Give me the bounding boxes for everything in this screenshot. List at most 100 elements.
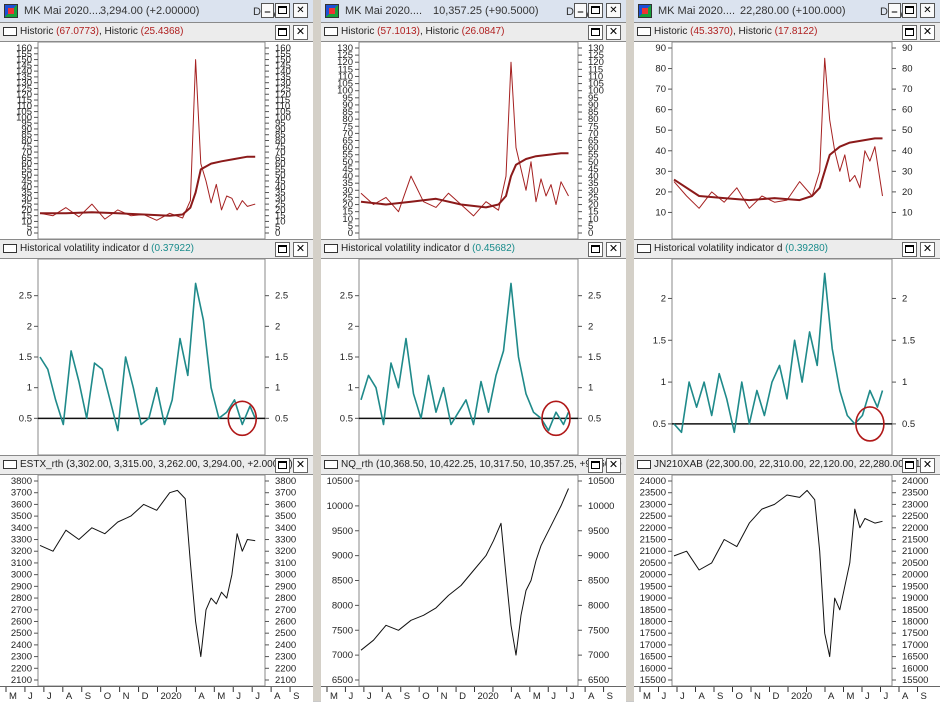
y-tick-label: 2300 <box>11 652 32 663</box>
chart-window-3[interactable]: MK Mai 2020....22,280.00 (+100.000)Daily… <box>634 0 940 702</box>
highlight-circle <box>227 400 258 437</box>
symbol-ohlc-label: ESTX_rth (3,302.00, 3,315.00, 3,262.00, … <box>20 459 293 470</box>
panel-header-hvi[interactable]: Historical volatility indicator d (0.379… <box>0 239 313 259</box>
maximize-icon[interactable] <box>902 242 917 257</box>
minimize-icon[interactable] <box>574 3 587 18</box>
maximize-icon[interactable] <box>275 242 290 257</box>
y-tick-label: 70 <box>902 84 913 95</box>
y-tick-label: 80 <box>275 136 286 147</box>
close-icon[interactable] <box>293 25 308 40</box>
plot-frame <box>37 475 266 686</box>
y-tick-label: 70 <box>655 84 666 95</box>
close-icon[interactable] <box>606 458 621 473</box>
panel-header-historic[interactable]: Historic (45.3370), Historic (17.8122) <box>634 22 940 42</box>
panel-window-icon <box>637 27 651 36</box>
maximize-icon[interactable] <box>588 242 603 257</box>
plot-historic[interactable]: 10 10 20 20 30 30 40 40 50 50 60 60 70 70 80 80 90 90 <box>634 42 940 239</box>
x-tick-label: O <box>422 691 429 702</box>
window-title-bar[interactable]: MK Mai 2020....10,357.25 (+90.5000)Daily <box>321 0 626 23</box>
y-tick-label: 10000 <box>327 501 353 512</box>
y-tick-label: 50 <box>342 157 353 168</box>
chart-window-2[interactable]: MK Mai 2020....10,357.25 (+90.5000)Daily… <box>321 0 626 702</box>
y-tick-label: 6500 <box>332 675 353 686</box>
maximize-icon[interactable] <box>902 3 917 18</box>
x-tick-label: N <box>441 691 448 702</box>
panel-header-historic[interactable]: Historic (67.0773), Historic (25.4368) <box>0 22 313 42</box>
maximize-icon[interactable] <box>588 458 603 473</box>
maximize-icon[interactable] <box>275 458 290 473</box>
maximize-icon[interactable] <box>275 25 290 40</box>
panel-title: JN210XAB (22,300.00, 22,310.00, 22,120.0… <box>654 459 935 470</box>
historic-label-2: , Historic <box>98 26 138 37</box>
y-tick-label: 9500 <box>332 526 353 537</box>
y-tick-label: 90 <box>342 100 353 111</box>
y-tick-label: 3100 <box>275 558 296 569</box>
y-tick-label: 150 <box>16 55 32 66</box>
close-icon[interactable] <box>920 458 935 473</box>
y-tick-label: 0 <box>275 228 280 239</box>
x-tick-label: 2020 <box>478 691 499 702</box>
close-icon[interactable] <box>606 242 621 257</box>
y-tick-label: 2500 <box>275 628 296 639</box>
y-tick-label: 0 <box>27 228 32 239</box>
symbol-ohlc-label: NQ_rth (10,368.50, 10,422.25, 10,317.50,… <box>341 459 622 470</box>
historic-value-1: (45.3370) <box>690 26 733 37</box>
y-tick-label: 115 <box>17 95 32 106</box>
y-tick-label: 3000 <box>275 570 296 581</box>
y-tick-label: 100 <box>588 86 604 97</box>
panel-header-price[interactable]: JN210XAB (22,300.00, 22,310.00, 22,120.0… <box>634 455 940 475</box>
maximize-icon[interactable] <box>902 458 917 473</box>
plot-hvi[interactable]: 0.5 0.5 1 1 1.5 1.5 2 2 <box>634 259 940 455</box>
maximize-icon[interactable] <box>588 25 603 40</box>
y-tick-label: 20 <box>21 205 32 216</box>
close-icon[interactable] <box>920 3 935 18</box>
close-icon[interactable] <box>920 242 935 257</box>
plot-hvi[interactable]: 0.5 0.5 1 1 1.5 1.5 2 2 2.5 2.5 <box>321 259 626 455</box>
close-icon[interactable] <box>606 25 621 40</box>
close-icon[interactable] <box>920 25 935 40</box>
window-title-bar[interactable]: MK Mai 2020....22,280.00 (+100.000)Daily <box>634 0 940 23</box>
panel-header-hvi[interactable]: Historical volatility indicator d (0.392… <box>634 239 940 259</box>
y-tick-label: 1 <box>588 383 593 394</box>
y-tick-label: 45 <box>21 176 32 187</box>
y-tick-label: 15500 <box>640 675 666 686</box>
y-tick-label: 2.5 <box>19 291 32 302</box>
close-icon[interactable] <box>293 242 308 257</box>
panel-header-price[interactable]: NQ_rth (10,368.50, 10,422.25, 10,317.50,… <box>321 455 626 475</box>
close-icon[interactable] <box>293 458 308 473</box>
panel-header-price[interactable]: ESTX_rth (3,302.00, 3,315.00, 3,262.00, … <box>0 455 313 475</box>
y-tick-label: 3300 <box>11 535 32 546</box>
plot-price[interactable]: 6500 6500 7000 7000 7500 7500 8000 8000 8500 8500… <box>321 475 626 686</box>
y-tick-label: 40 <box>342 171 353 182</box>
chart-window-1[interactable]: MK Mai 2020....3,294.00 (+2.00000)Daily H… <box>0 0 313 702</box>
y-tick-label: 17500 <box>640 628 666 639</box>
y-tick-label: 80 <box>588 114 599 125</box>
y-tick-label: 20000 <box>902 570 928 581</box>
y-tick-label: 10 <box>902 207 913 218</box>
y-tick-label: 10 <box>655 207 666 218</box>
minimize-icon[interactable] <box>888 3 901 18</box>
x-tick-label: A <box>274 691 281 702</box>
series-line-fast <box>673 57 883 209</box>
close-icon[interactable] <box>293 3 308 18</box>
maximize-icon[interactable] <box>588 3 603 18</box>
panel-title: NQ_rth (10,368.50, 10,422.25, 10,317.50,… <box>341 459 622 470</box>
panel-header-historic[interactable]: Historic (57.1013), Historic (26.0847) <box>321 22 626 42</box>
window-gap <box>626 0 634 701</box>
y-tick-label: 65 <box>588 136 599 147</box>
y-tick-label: 2 <box>902 293 907 304</box>
close-icon[interactable] <box>606 3 621 18</box>
maximize-icon[interactable] <box>275 3 290 18</box>
panel-header-hvi[interactable]: Historical volatility indicator d (0.456… <box>321 239 626 259</box>
maximize-icon[interactable] <box>902 25 917 40</box>
y-tick-label: 120 <box>337 57 353 68</box>
y-tick-label: 2300 <box>275 652 296 663</box>
historic-value-1: (57.1013) <box>377 26 420 37</box>
minimize-icon[interactable] <box>261 3 274 18</box>
plot-hvi[interactable]: 0.5 0.5 1 1 1.5 1.5 2 2 2.5 2.5 <box>0 259 313 455</box>
window-title-bar[interactable]: MK Mai 2020....3,294.00 (+2.00000)Daily <box>0 0 313 23</box>
